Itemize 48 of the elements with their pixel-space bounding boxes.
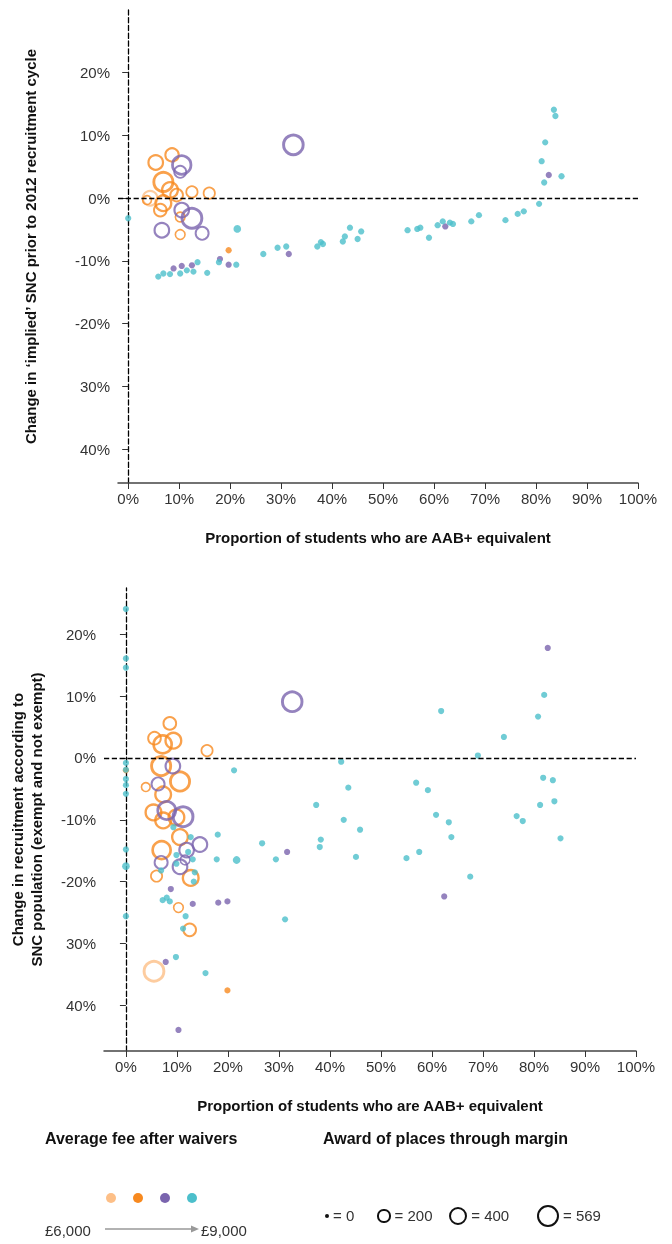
y-tick-label: 40% <box>65 996 96 1014</box>
legend-label: = 400 <box>471 1207 510 1224</box>
x-tick-label: 80% <box>518 1058 549 1075</box>
x-tick-label: 50% <box>365 1058 396 1075</box>
y-tick-label: -20% <box>74 315 110 333</box>
y-axis-title: Change in recruitment according to SNC population (exempt and not exempt) <box>9 672 45 967</box>
legend-title: Average fee after waivers <box>45 1130 238 1148</box>
y-tick-label: 0% <box>88 189 110 207</box>
y-tick-label: 40% <box>79 440 110 458</box>
y-tick-label: -10% <box>60 811 96 829</box>
x-tick-label: 80% <box>521 490 552 507</box>
x-axis-title: Proportion of students who are AAB+ equivalent <box>205 529 551 546</box>
y-tick-label: 20% <box>79 64 110 82</box>
y-tick-label: 0% <box>74 749 96 767</box>
x-tick-label: 100% <box>616 1058 656 1075</box>
x-tick-label: 0% <box>115 1058 137 1075</box>
x-tick-label: 90% <box>569 1058 601 1075</box>
x-tick-label: 10% <box>164 490 195 507</box>
y-tick-label: 20% <box>65 625 96 643</box>
x-tick-label: 40% <box>314 1058 345 1075</box>
y-tick-label: 10% <box>65 687 96 705</box>
y-tick-label: -20% <box>60 873 96 891</box>
legend-label: = 569 <box>563 1207 601 1224</box>
x-tick-label: 10% <box>161 1058 192 1075</box>
x-tick-label: 90% <box>572 490 603 507</box>
y-tick-label: 10% <box>79 126 110 144</box>
x-tick-label: 30% <box>263 1058 294 1075</box>
x-tick-label: 20% <box>212 1058 243 1075</box>
x-tick-label: 30% <box>266 490 297 507</box>
x-tick-label: 60% <box>416 1058 447 1075</box>
y-axis-title: Change in ‘implied’ SNC prior to 2012 recruitment cycle <box>22 48 39 445</box>
x-tick-label: 70% <box>470 490 501 507</box>
x-tick-label: 40% <box>317 490 348 507</box>
x-tick-label: 60% <box>419 490 450 507</box>
y-tick-label: 30% <box>65 934 96 952</box>
x-tick-label: 20% <box>215 490 246 507</box>
y-tick-label: -10% <box>74 252 110 270</box>
x-tick-label: 70% <box>467 1058 498 1075</box>
x-tick-label: 0% <box>117 490 140 507</box>
x-tick-label: 50% <box>368 490 399 507</box>
legend-label: = 200 <box>394 1207 433 1224</box>
text: Award of places through margin <box>323 1130 569 1148</box>
text: £9,000 <box>201 1222 247 1239</box>
y-tick-label: 30% <box>79 377 110 395</box>
x-tick-label: 100% <box>618 490 658 507</box>
text: = 0 <box>333 1207 355 1224</box>
x-axis-title: Proportion of students who are AAB+ equivalent <box>197 1097 543 1114</box>
text: £6,000 <box>45 1222 91 1239</box>
